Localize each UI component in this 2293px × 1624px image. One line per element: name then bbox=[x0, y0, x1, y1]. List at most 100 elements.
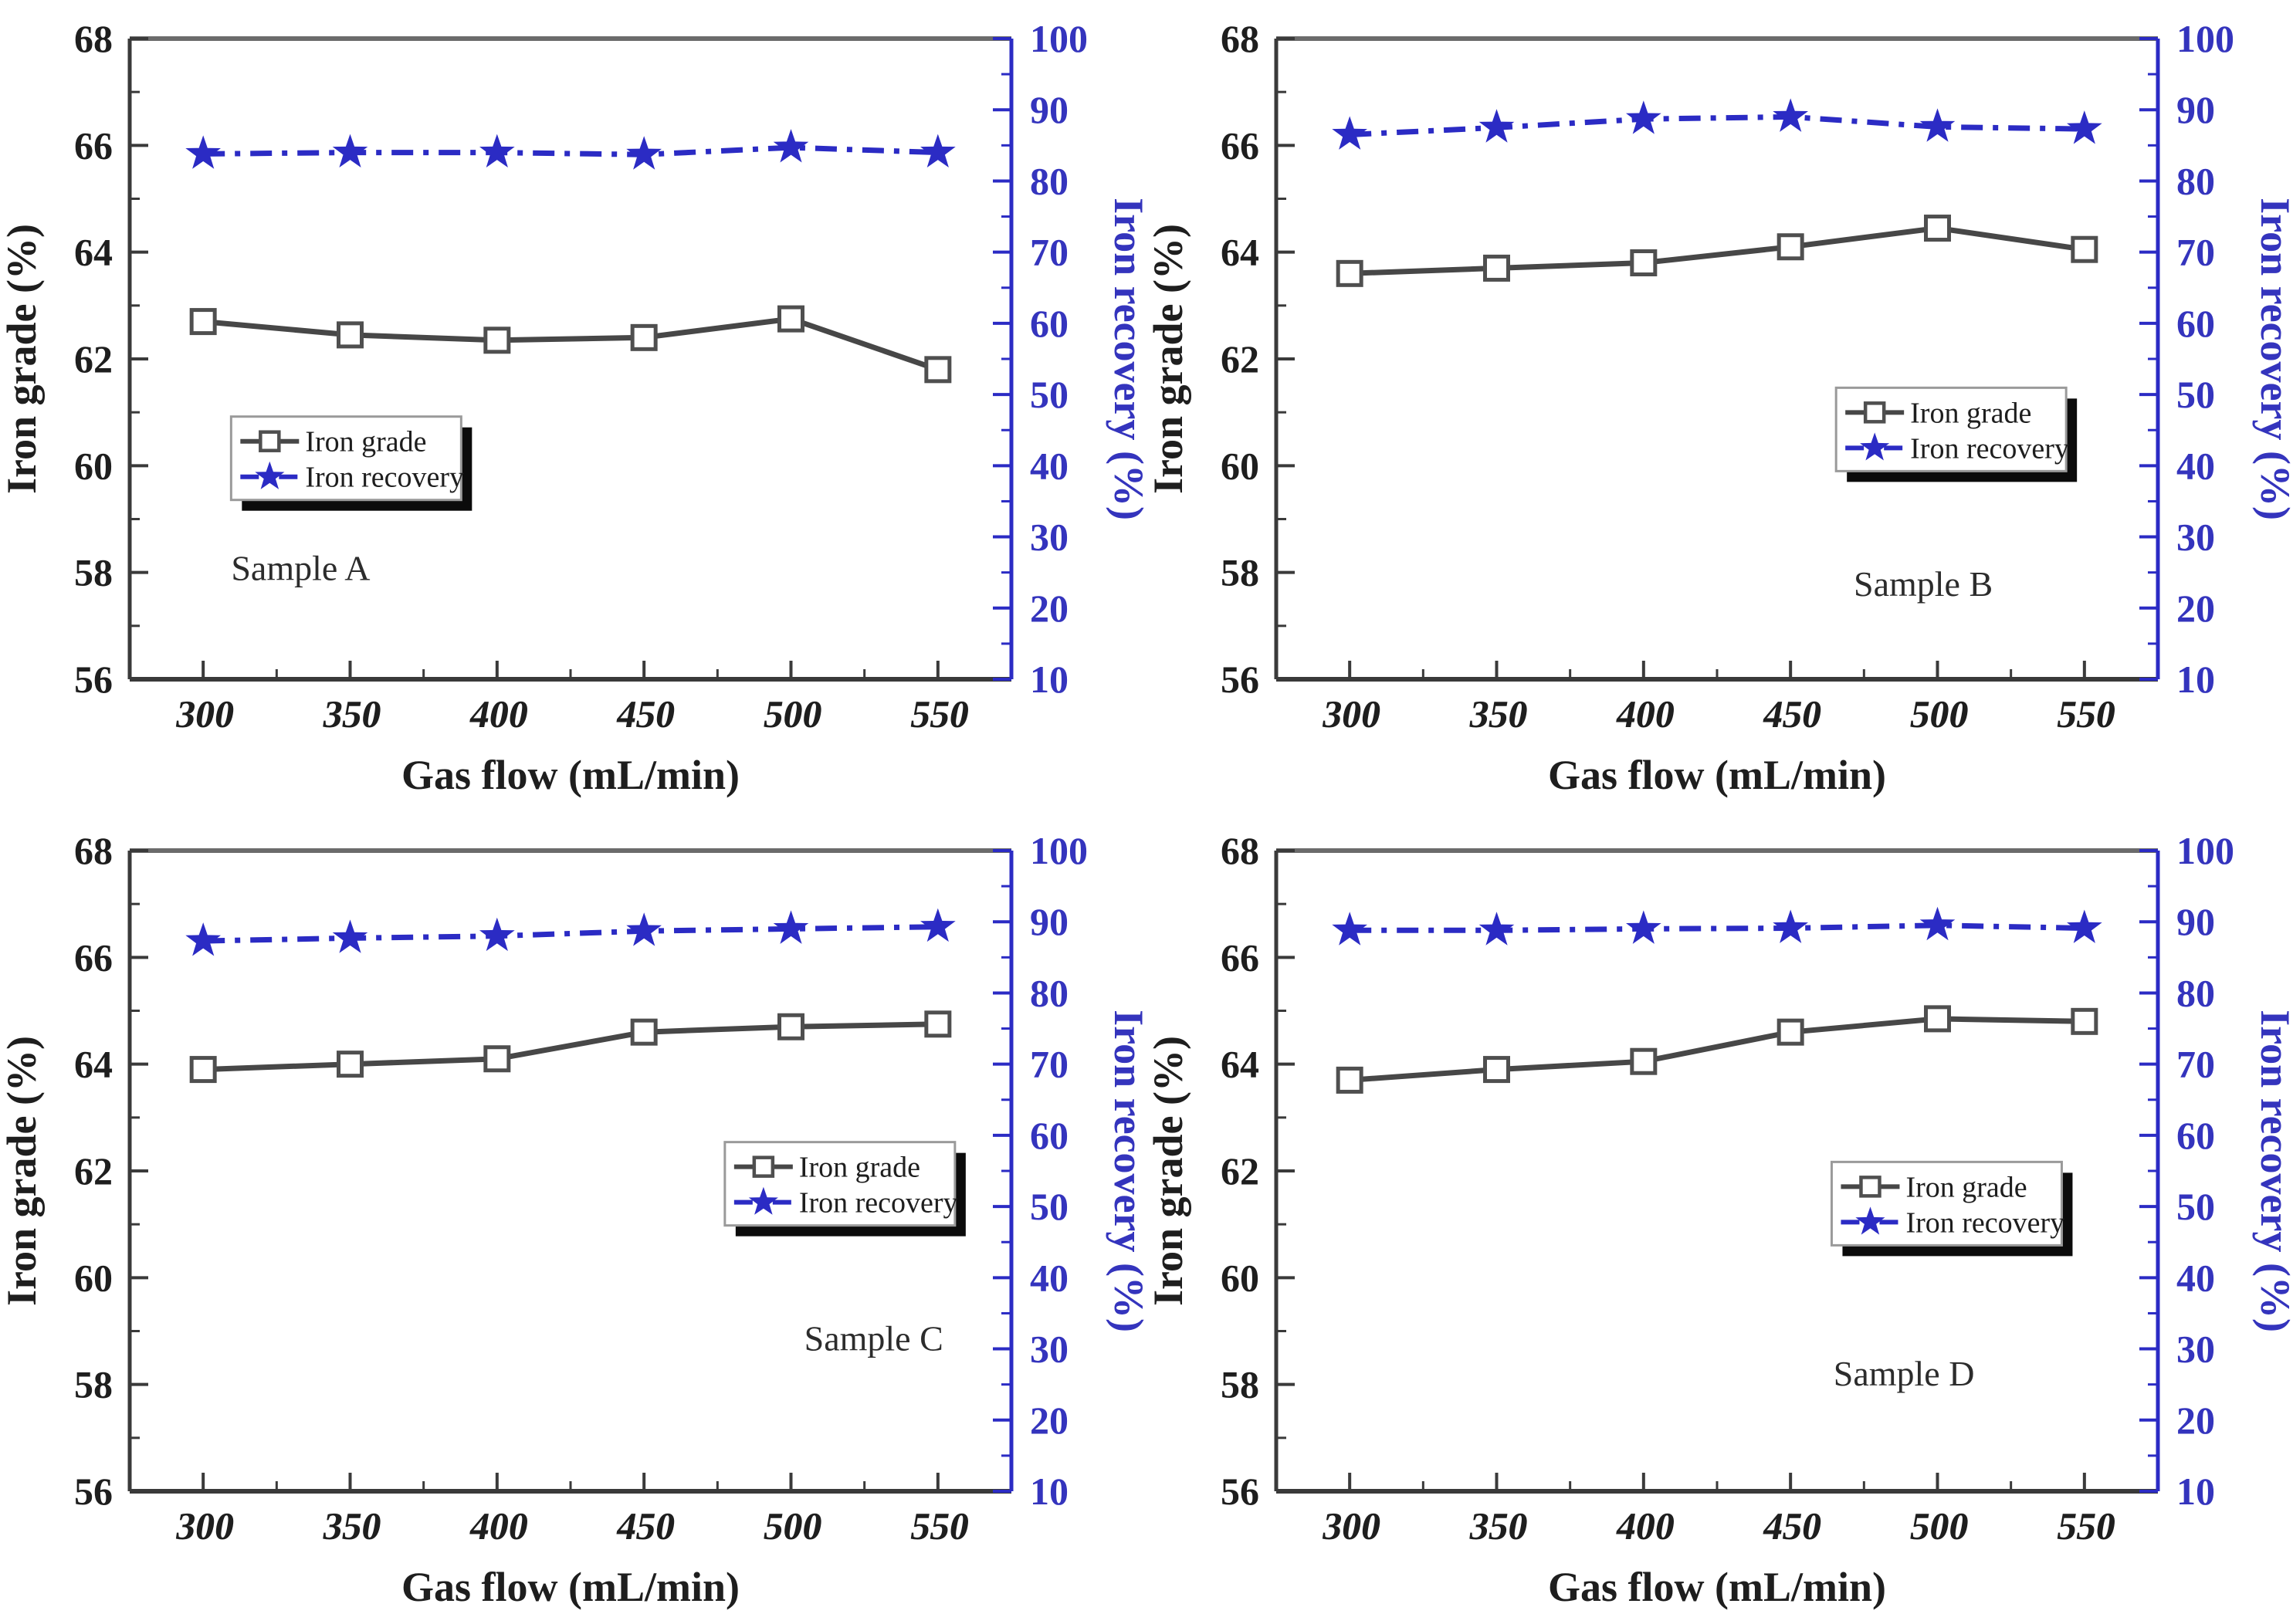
square-marker bbox=[1776, 233, 1804, 261]
y-right-tick-label: 60 bbox=[2176, 1114, 2215, 1157]
y-left-tick-label: 68 bbox=[74, 829, 113, 872]
y-left-axis-title: Iron grade (%) bbox=[0, 224, 45, 494]
y-right-tick-label: 60 bbox=[1030, 1114, 1069, 1157]
x-tick-label: 550 bbox=[2054, 692, 2119, 736]
x-tick-label: 450 bbox=[614, 1504, 679, 1548]
y-right-tick-label: 40 bbox=[1030, 444, 1069, 487]
x-tick-label: 400 bbox=[1613, 692, 1678, 736]
star-marker bbox=[2067, 909, 2102, 943]
y-left-tick-label: 68 bbox=[1221, 829, 1259, 872]
x-tick-label: 300 bbox=[173, 692, 239, 736]
y-right-tick-label: 20 bbox=[1030, 587, 1069, 630]
y-axis-left: 56 58 60 62 64 66 68 Iron grade (%) bbox=[0, 17, 148, 701]
x-tick-label: 300 bbox=[1319, 1504, 1385, 1548]
x-axis-title: Gas flow (mL/min) bbox=[401, 752, 740, 798]
square-marker bbox=[1630, 249, 1658, 276]
sample-label: Sample B bbox=[1854, 564, 1993, 604]
y-right-tick-label: 70 bbox=[2176, 231, 2215, 274]
y-left-axis-title: Iron grade (%) bbox=[0, 1036, 45, 1306]
x-axis-title: Gas flow (mL/min) bbox=[401, 1564, 740, 1610]
x-tick-label: 450 bbox=[1760, 1504, 1826, 1548]
x-tick-label: 350 bbox=[1466, 692, 1532, 736]
y-right-axis-title: Iron recovery (%) bbox=[2252, 1010, 2293, 1332]
y-right-axis-title: Iron recovery (%) bbox=[2252, 198, 2293, 520]
y-axis-left: 56 58 60 62 64 66 68 Iron grade (%) bbox=[1146, 17, 1295, 701]
y-right-tick-label: 80 bbox=[1030, 971, 1069, 1014]
x-tick-label: 450 bbox=[1760, 692, 1826, 736]
x-tick-label: 550 bbox=[2054, 1504, 2119, 1548]
square-marker bbox=[337, 321, 364, 349]
y-left-tick-label: 62 bbox=[1221, 337, 1259, 381]
star-marker bbox=[773, 129, 809, 163]
star-marker bbox=[479, 917, 515, 952]
series-iron-grade bbox=[189, 305, 952, 384]
star-marker bbox=[1478, 109, 1515, 143]
chart-panel-sample-a: 300 350 400 450 500 550 Gas flow (mL/min) 56 58 6… bbox=[0, 0, 1146, 812]
y-left-tick-label: 56 bbox=[74, 658, 113, 701]
y-axis-right: 10 20 30 40 50 60 70 80 90 100 Iron recovery (%) bbox=[993, 17, 1146, 701]
y-right-tick-label: 30 bbox=[1030, 516, 1069, 559]
y-left-tick-label: 66 bbox=[1221, 935, 1259, 979]
x-axis: 300 350 400 450 500 550 Gas flow (mL/min) bbox=[1319, 1473, 2119, 1610]
square-marker bbox=[483, 326, 511, 354]
y-right-tick-label: 90 bbox=[1030, 900, 1069, 943]
square-marker bbox=[1336, 259, 1363, 287]
star-marker bbox=[2067, 110, 2102, 144]
y-right-tick-label: 100 bbox=[1030, 829, 1088, 872]
y-left-tick-label: 68 bbox=[1221, 17, 1259, 60]
y-left-tick-label: 64 bbox=[74, 1043, 113, 1086]
sample-label: Sample C bbox=[804, 1318, 943, 1358]
y-left-tick-label: 66 bbox=[1221, 123, 1259, 167]
series-iron-grade bbox=[1336, 1005, 2098, 1094]
y-right-tick-label: 40 bbox=[1030, 1256, 1069, 1299]
x-tick-label: 450 bbox=[614, 692, 679, 736]
y-left-tick-label: 56 bbox=[74, 1470, 113, 1513]
y-axis-left: 56 58 60 62 64 66 68 Iron grade (%) bbox=[0, 829, 148, 1513]
y-left-tick-label: 60 bbox=[74, 444, 113, 487]
star-marker bbox=[1773, 909, 1808, 943]
star-marker bbox=[185, 135, 221, 169]
y-right-tick-label: 30 bbox=[1030, 1328, 1069, 1371]
y-right-tick-label: 70 bbox=[2176, 1043, 2215, 1086]
y-right-axis-title: Iron recovery (%) bbox=[1106, 1010, 1146, 1332]
series-iron-recovery bbox=[1332, 906, 2102, 946]
x-tick-label: 500 bbox=[760, 1504, 826, 1548]
star-marker bbox=[1773, 98, 1808, 132]
legend-square-marker bbox=[752, 1155, 775, 1178]
legend-label-iron-recovery: Iron recovery bbox=[305, 462, 464, 494]
series-iron-grade bbox=[1336, 215, 2098, 287]
y-left-tick-label: 64 bbox=[1221, 231, 1259, 274]
y-right-tick-label: 80 bbox=[2176, 971, 2215, 1014]
chart-panel-sample-c: 300 350 400 450 500 550 Gas flow (mL/min) 56 58 6… bbox=[0, 812, 1146, 1624]
y-right-tick-label: 70 bbox=[1030, 231, 1069, 274]
star-marker bbox=[626, 912, 662, 946]
legend-label-iron-grade: Iron grade bbox=[305, 426, 426, 458]
y-right-tick-label: 50 bbox=[1030, 1185, 1069, 1228]
x-tick-label: 350 bbox=[1466, 1504, 1532, 1548]
legend-square-marker bbox=[259, 430, 281, 452]
y-right-tick-label: 50 bbox=[2176, 373, 2215, 416]
square-marker bbox=[1776, 1018, 1804, 1046]
series-iron-grade bbox=[189, 1010, 952, 1084]
x-axis: 300 350 400 450 500 550 Gas flow (mL/min) bbox=[1319, 661, 2119, 798]
x-tick-label: 550 bbox=[907, 692, 973, 736]
y-right-axis-title: Iron recovery (%) bbox=[1106, 198, 1146, 520]
y-right-tick-label: 100 bbox=[2176, 17, 2234, 60]
star-marker bbox=[1626, 100, 1661, 134]
x-tick-label: 500 bbox=[1907, 1504, 1973, 1548]
x-axis-title: Gas flow (mL/min) bbox=[1548, 1564, 1886, 1610]
y-right-tick-label: 10 bbox=[1030, 1470, 1069, 1513]
x-tick-label: 300 bbox=[1319, 692, 1385, 736]
square-marker bbox=[777, 1013, 804, 1040]
y-right-tick-label: 60 bbox=[2176, 302, 2215, 345]
y-axis-right: 10 20 30 40 50 60 70 80 90 100 Iron recovery (%) bbox=[2139, 829, 2293, 1513]
y-right-tick-label: 90 bbox=[2176, 900, 2215, 943]
x-axis: 300 350 400 450 500 550 Gas flow (mL/min) bbox=[173, 1473, 973, 1610]
y-right-tick-label: 90 bbox=[2176, 88, 2215, 131]
x-tick-label: 300 bbox=[173, 1504, 239, 1548]
star-marker bbox=[1332, 912, 1367, 946]
legend-star-marker bbox=[748, 1186, 778, 1215]
